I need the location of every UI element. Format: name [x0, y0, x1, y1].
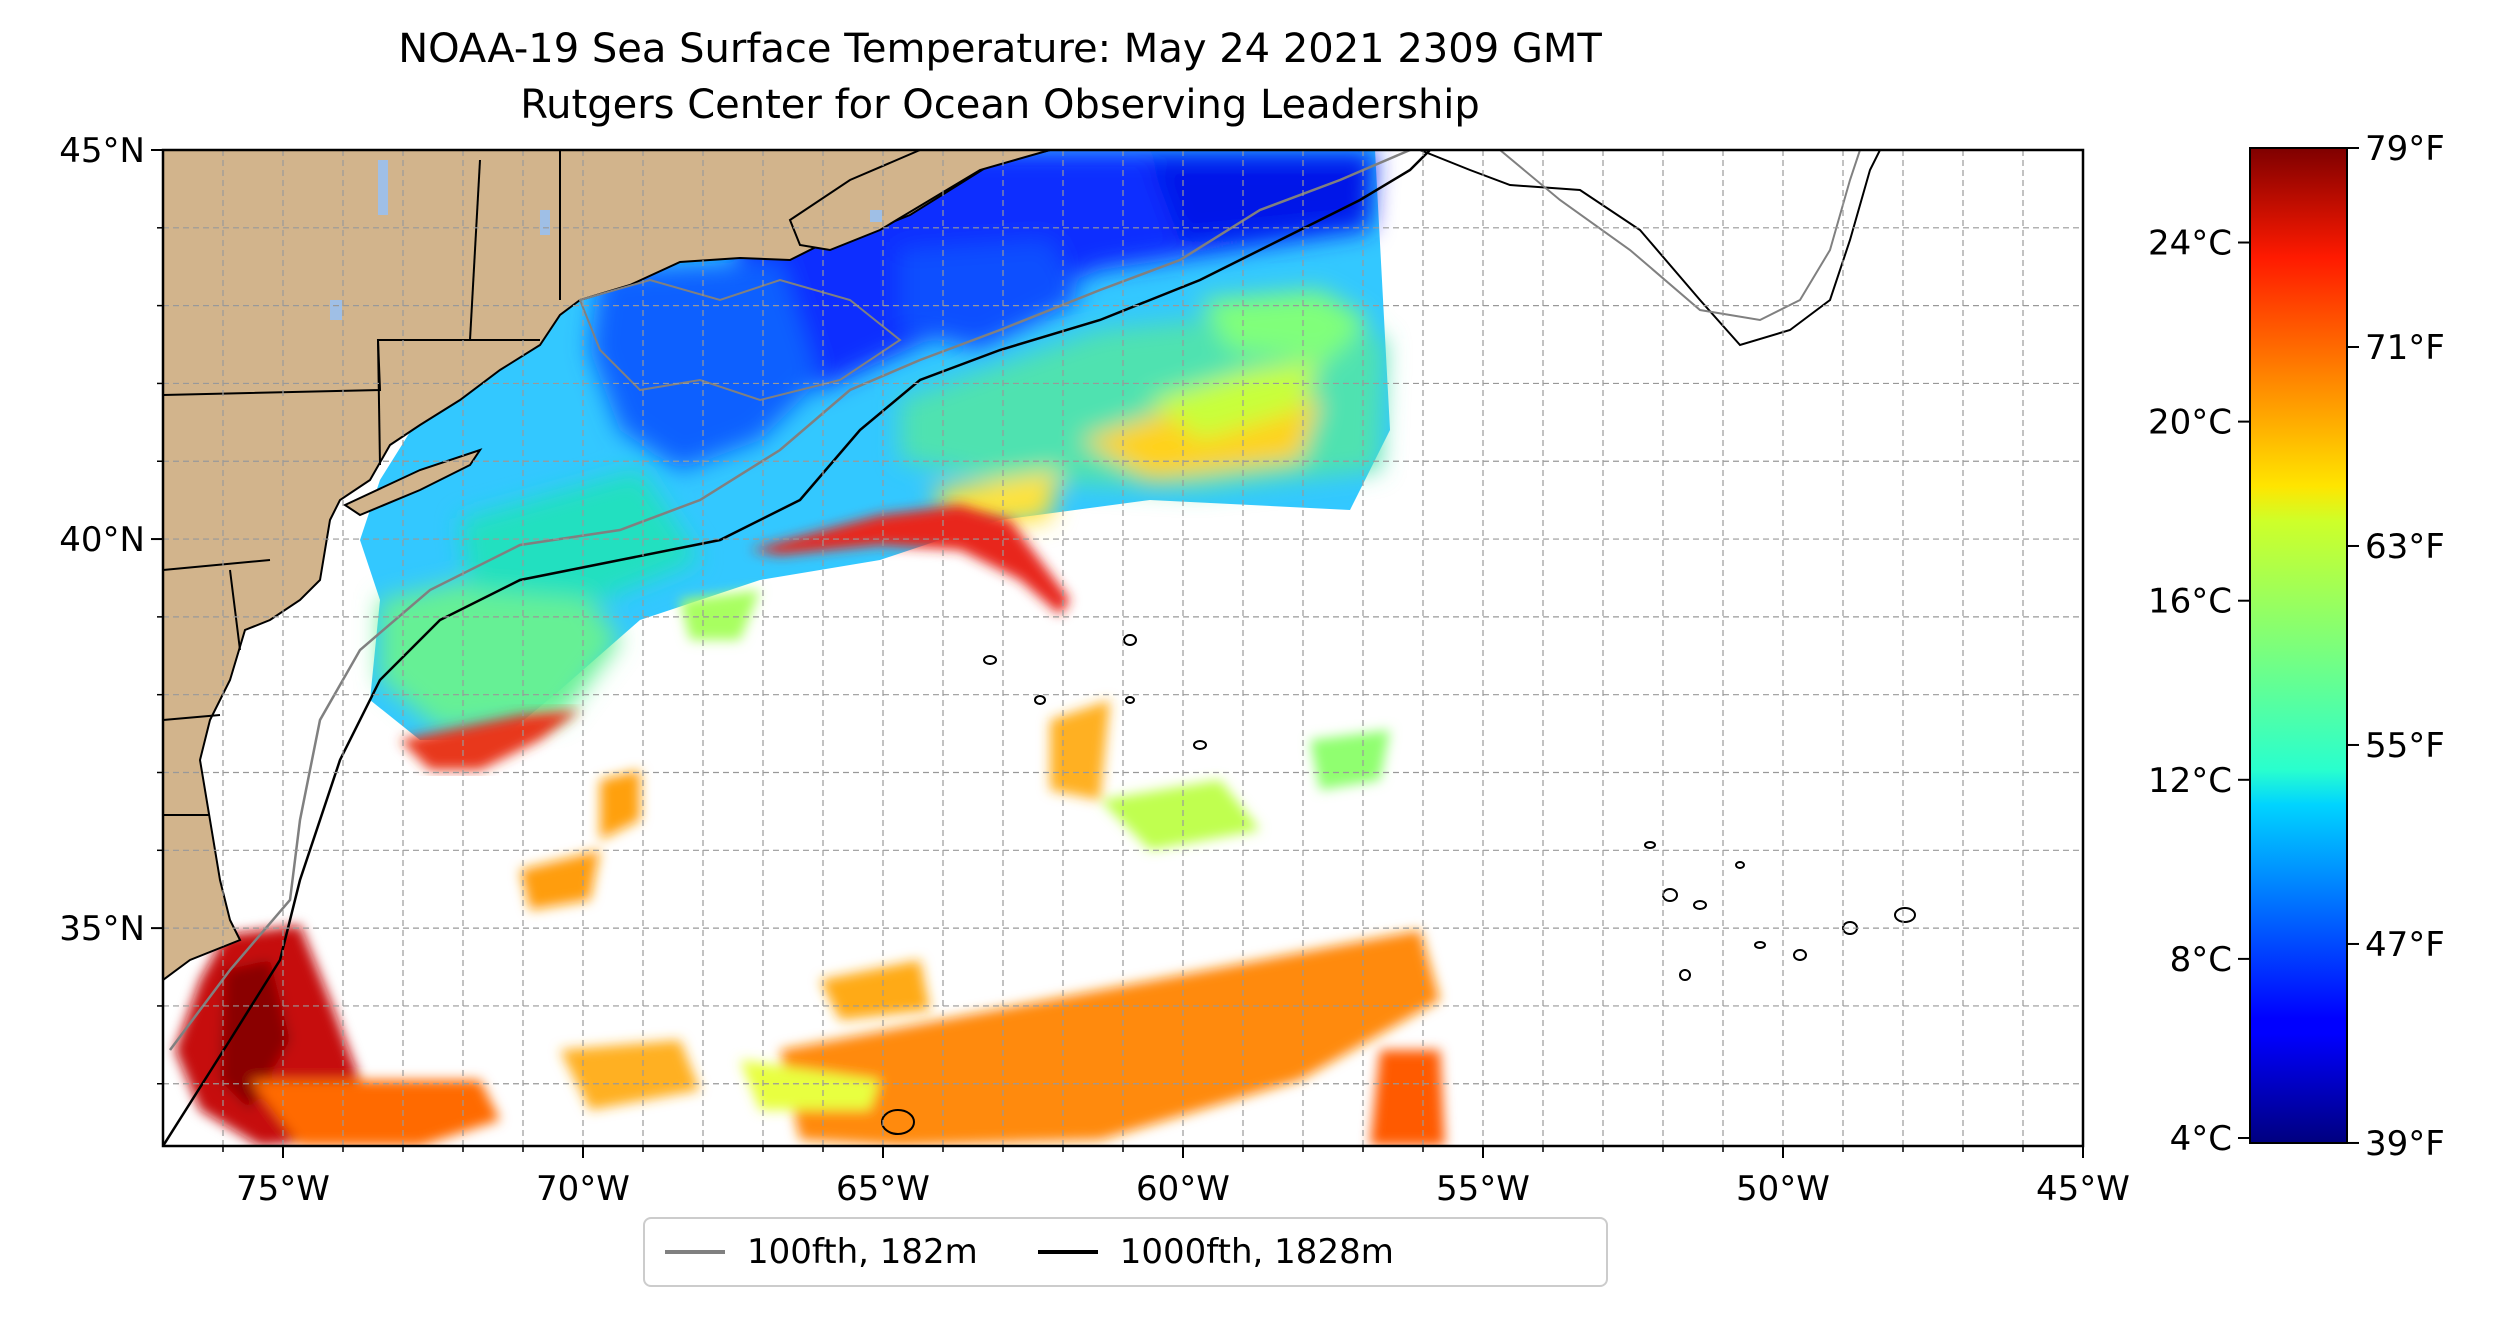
legend: 100fth, 182m 1000fth, 1828m [643, 1217, 1608, 1287]
colorbar-celsius-label: 4°C [2170, 1119, 2232, 1159]
lat-tick-label: 45°N [59, 131, 145, 171]
colorbar-fahrenheit-axis: 39°F 47°F 55°F 63°F 71°F 79°F [2347, 129, 2445, 1164]
lat-tick-label: 35°N [59, 909, 145, 949]
legend-line-1000fth [1037, 1250, 1098, 1254]
colorbar-celsius-label: 24°C [2148, 224, 2232, 264]
legend-item-1000fth: 1000fth, 1828m [1037, 1232, 1394, 1272]
contour-100fth [169, 150, 1411, 1051]
colorbar-fahrenheit-label: 47°F [2365, 925, 2445, 965]
lon-tick-label: 75°W [236, 1169, 330, 1209]
lakes [330, 160, 882, 320]
colorbar-celsius-label: 12°C [2148, 761, 2232, 801]
legend-label-100fth: 100fth, 182m [747, 1232, 978, 1272]
colorbar [2249, 147, 2348, 1144]
chart-subtitle: Rutgers Center for Ocean Observing Leade… [520, 82, 1480, 128]
chart-title: NOAA-19 Sea Surface Temperature: May 24 … [398, 26, 1602, 72]
colorbar-fahrenheit-label: 39°F [2365, 1124, 2445, 1164]
colorbar-fahrenheit-label: 79°F [2365, 129, 2445, 169]
legend-label-1000fth: 1000fth, 1828m [1119, 1232, 1394, 1272]
colorbar-celsius-label: 16°C [2148, 582, 2232, 622]
legend-item-100fth: 100fth, 182m [665, 1232, 978, 1272]
lon-tick-label: 60°W [1136, 1169, 1230, 1209]
colorbar-fahrenheit-label: 55°F [2365, 726, 2445, 766]
colorbar-celsius-axis: 4°C 8°C 12°C 16°C 20°C 24°C [2148, 224, 2250, 1159]
gridlines [163, 150, 2083, 1146]
lon-tick-label: 50°W [1736, 1169, 1830, 1209]
lon-tick-label: 70°W [536, 1169, 630, 1209]
colorbar-fahrenheit-label: 71°F [2365, 328, 2445, 368]
land [163, 150, 1051, 982]
colorbar-fahrenheit-label: 63°F [2365, 527, 2445, 567]
colorbar-celsius-label: 8°C [2170, 940, 2232, 980]
lon-tick-label: 65°W [836, 1169, 930, 1209]
lon-tick-label: 55°W [1436, 1169, 1530, 1209]
colorbar-celsius-label: 20°C [2148, 403, 2232, 443]
contour-1000fth [163, 150, 1431, 1146]
lon-tick-label: 45°W [2036, 1169, 2130, 1209]
lat-tick-label: 40°N [59, 520, 145, 560]
state-borders [163, 150, 561, 816]
legend-line-100fth [665, 1250, 725, 1254]
lat-axis: 35°N 40°N 45°N [59, 131, 163, 1085]
lon-axis: 75°W 70°W 65°W 60°W 55°W 50°W 45°W [222, 1146, 2130, 1209]
